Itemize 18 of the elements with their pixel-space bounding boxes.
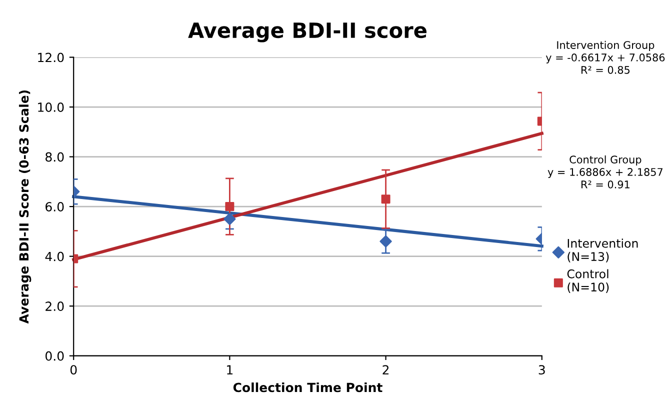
- x-axis-title: Collection Time Point: [233, 382, 382, 392]
- y-tick-label: 12.0: [38, 52, 64, 62]
- text: Control Group y = 1.6886x + 2.1857 R² = 0.91: [548, 155, 663, 188]
- y-tick-label: 8.0: [46, 152, 64, 162]
- y-tick-label: 2.0: [46, 302, 64, 311]
- y-axis-title: Average BDI-II Score (0-63 Scale): [18, 90, 32, 324]
- y-tick-label: 6.0: [46, 202, 64, 212]
- y-tick-label: 4.0: [45, 252, 64, 262]
- y-tick-label: 0.0: [46, 351, 64, 361]
- legend-label: Intervention (N=13): [568, 238, 638, 262]
- legend-label: Control (N=10): [567, 269, 609, 293]
- x-tick-label: 0: [70, 365, 77, 375]
- x-tick-label: 1: [227, 365, 233, 374]
- text: Intervention Group y = -0.6617x + 7.0586 R² = 0.85: [546, 40, 665, 74]
- x-tick-label: 3: [538, 365, 545, 375]
- y-tick-label: 10.0: [38, 102, 64, 112]
- x-tick-label: 2: [382, 365, 389, 374]
- chart-title: Average BDI-II score: [188, 22, 426, 42]
